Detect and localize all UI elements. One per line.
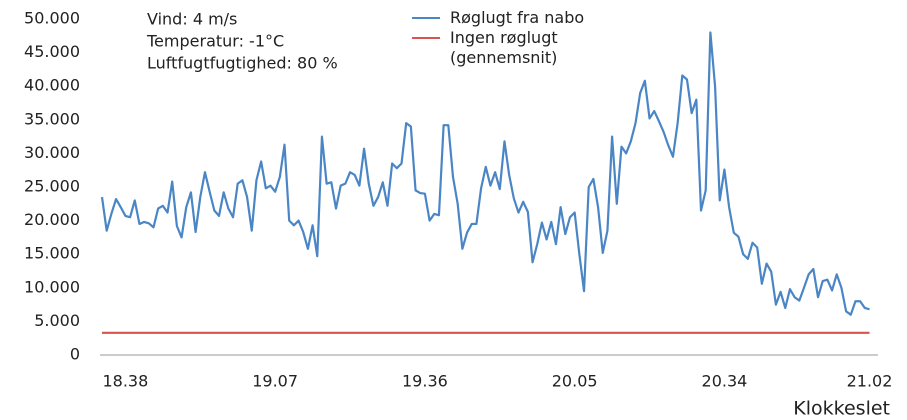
- y-tick-label: 35.000: [24, 109, 80, 128]
- annotation: Vind: 4 m/s: [147, 10, 237, 29]
- legend-item: Ingen røglugt (gennemsnit): [412, 28, 602, 68]
- x-tick-label: 18.38: [102, 372, 148, 391]
- y-tick-label: 30.000: [24, 143, 80, 162]
- x-tick-label: 19.36: [402, 372, 448, 391]
- annotation: Luftfugtfugtighed: 80 %: [147, 54, 338, 73]
- y-tick-label: 45.000: [24, 42, 80, 61]
- x-tick-label: 19.07: [252, 372, 298, 391]
- x-tick-label: 20.34: [702, 372, 748, 391]
- y-tick-label: 0: [70, 345, 80, 364]
- y-tick-label: 5.000: [34, 311, 80, 330]
- y-tick-label: 25.000: [24, 177, 80, 196]
- y-tick-label: 40.000: [24, 76, 80, 95]
- legend: Røglugt fra nabo Ingen røglugt (gennemsni…: [412, 8, 602, 68]
- x-tick-label: 20.05: [552, 372, 598, 391]
- series-line: [100, 31, 870, 316]
- legend-swatch: [412, 37, 440, 39]
- legend-item: Røglugt fra nabo: [412, 8, 602, 28]
- x-tick-label: 21.02: [847, 372, 893, 391]
- y-tick-label: 15.000: [24, 244, 80, 263]
- legend-label: Ingen røglugt (gennemsnit): [450, 28, 558, 67]
- y-tick-label: 20.000: [24, 210, 80, 229]
- legend-swatch: [412, 17, 440, 19]
- y-tick-label: 10.000: [24, 277, 80, 296]
- annotation: Temperatur: -1°C: [146, 32, 284, 51]
- y-tick-label: 50.000: [24, 9, 80, 28]
- legend-label: Røglugt fra nabo: [450, 8, 585, 27]
- x-axis-label: Klokkeslet: [793, 398, 890, 420]
